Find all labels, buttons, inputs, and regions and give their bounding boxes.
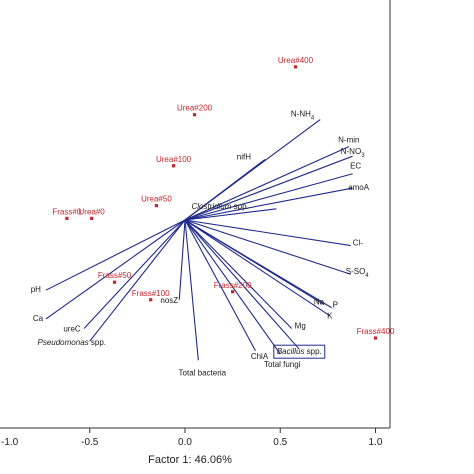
vector-ph <box>45 219 186 291</box>
variable-label-p: P <box>333 301 338 310</box>
variable-label-clostridium: Clostridium spp. <box>191 202 248 211</box>
sample-point-frass-200 <box>231 290 235 294</box>
vector-total-bacteria <box>184 219 199 361</box>
sample-label-urea-400: Urea#400 <box>278 56 314 65</box>
vector-mg <box>184 219 293 329</box>
variable-label-total-bacteria: Total bacteria <box>179 368 227 377</box>
vector-nosz <box>178 219 186 300</box>
sample-point-frass-400 <box>373 336 378 340</box>
variable-label-bacillus: Bacillus spp. <box>277 347 322 356</box>
vector-ca <box>45 219 186 320</box>
loading-vectors <box>45 119 353 361</box>
sample-label-frass-0: Frass#0 <box>52 207 81 216</box>
variable-label-k: K <box>327 312 333 321</box>
variable-label-amoa: amoA <box>348 183 370 192</box>
sample-label-frass-100: Frass#100 <box>132 289 170 298</box>
sample-point-urea-400 <box>293 65 298 69</box>
vector-amoa <box>184 187 353 221</box>
sample-point-frass-50 <box>112 280 117 284</box>
sample-label-frass-400: Frass#400 <box>357 327 395 336</box>
variable-label-urec: ureC <box>63 324 81 333</box>
vector-k <box>184 219 331 317</box>
variable-label-nosz: nosZ <box>160 296 178 305</box>
vector-n-min <box>184 146 350 221</box>
sample-label-frass-200: Frass#200 <box>214 281 252 290</box>
sample-label-urea-200: Urea#200 <box>177 104 213 113</box>
variable-label-n-nh: N-NH4 <box>291 110 315 122</box>
x-tick-label: -0.5 <box>81 437 99 448</box>
variable-label-total-fungi: Total fungi <box>264 360 301 369</box>
variable-label-ca: Ca <box>33 314 44 323</box>
variable-label-na: Na <box>314 298 325 307</box>
x-tick-label: 1.0 <box>369 437 383 448</box>
sample-point-urea-50 <box>154 204 159 208</box>
sample-point-frass-0 <box>65 216 69 221</box>
vector-n-no <box>184 155 353 221</box>
sample-label-urea-100: Urea#100 <box>156 155 192 164</box>
x-axis-ticks: -1.0 -0.5 0.0 0.5 1.0 <box>1 428 383 448</box>
vector-ec <box>184 173 353 221</box>
variable-label-ec: EC <box>350 162 361 171</box>
vector-bacillus <box>184 219 300 350</box>
sample-point-urea-100 <box>171 164 176 168</box>
x-tick-label: 0.0 <box>178 437 192 448</box>
vector-p <box>184 219 332 309</box>
sample-point-urea-200 <box>192 113 197 117</box>
variable-label-nifh: nifH <box>237 152 251 161</box>
vector-s-so <box>184 219 351 275</box>
variable-label-n-min: N-min <box>338 136 359 145</box>
sample-label-urea-50: Urea#50 <box>141 195 172 204</box>
vector-pseudomonas <box>89 219 186 342</box>
variable-label-n-no: N-NO3 <box>341 147 365 159</box>
variable-label-ph: pH <box>31 285 41 294</box>
vector-cl <box>184 219 351 247</box>
x-tick-label: -1.0 <box>1 437 19 448</box>
variable-label-mg: Mg <box>295 321 306 330</box>
variable-label-pseudomonas: Pseudomonas spp. <box>38 338 107 347</box>
x-tick-label: 0.5 <box>273 437 287 448</box>
sample-label-frass-50: Frass#50 <box>98 271 132 280</box>
sample-label-urea-0: Urea#0 <box>79 207 106 216</box>
vector-chla <box>184 219 256 352</box>
highlight-box <box>273 344 326 359</box>
vector-nifh <box>184 158 266 221</box>
sample-point-frass-100 <box>149 298 153 302</box>
variable-labels: N-NH4 nifH N-min N-NO3 EC amoA Clostridium spp… <box>31 110 370 378</box>
vector-total-fungi <box>184 219 281 355</box>
x-axis-title: Factor 1: 46.06% <box>148 454 232 466</box>
variable-label-chla: ChlA <box>251 352 269 361</box>
vector-urec <box>83 219 186 329</box>
vector-clostridium <box>184 208 277 221</box>
sample-point-urea-0 <box>90 216 94 221</box>
variable-label-s-so: S-SO4 <box>346 267 370 279</box>
variable-label-cl: Cl- <box>353 239 364 248</box>
sample-points: Urea#400Urea#200Urea#100Urea#50Urea#0Fra… <box>52 56 395 340</box>
